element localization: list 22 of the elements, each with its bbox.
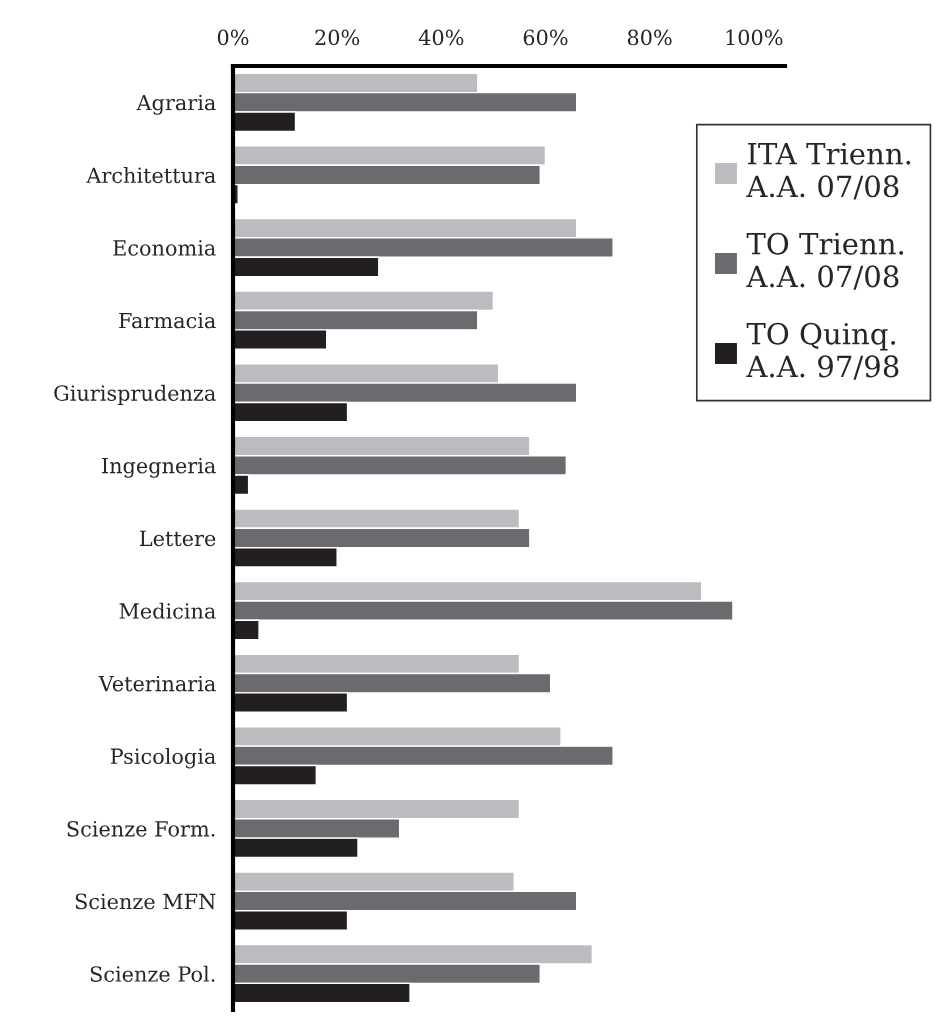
y-tick-label: Scienze Pol. (90, 965, 215, 982)
y-tick-label: Scienze MFN (75, 893, 216, 910)
legend-label: TO Quinq. A.A. 97/98 (746, 322, 899, 380)
x-tick-label: 100% (726, 29, 783, 46)
y-tick-label: Farmacia (119, 312, 216, 329)
y-tick-label: Ingegneria (102, 457, 216, 478)
y-tick-label: Architettura (86, 167, 216, 184)
legend-label: TO Trienn. A.A. 07/08 (746, 232, 904, 290)
x-tick-label: 60% (523, 29, 568, 46)
y-tick-label: Scienze Form. (67, 820, 215, 837)
y-tick-label: Giurisprudenza (54, 384, 216, 406)
x-tick-label: 40% (418, 29, 464, 46)
legend-label: ITA Trienn. A.A. 07/08 (746, 142, 911, 200)
y-tick-label: Agraria (136, 94, 216, 115)
y-tick-label: Medicina (119, 602, 216, 619)
x-tick-label: 0% (217, 29, 249, 46)
x-tick-label: 80% (627, 29, 672, 46)
y-tick-label: Veterinaria (98, 675, 216, 692)
y-tick-label: Economia (113, 240, 216, 256)
x-tick-label: 20% (315, 29, 360, 46)
y-tick-label: Psicologia (110, 747, 216, 769)
y-tick-label: Lettere (139, 530, 216, 547)
